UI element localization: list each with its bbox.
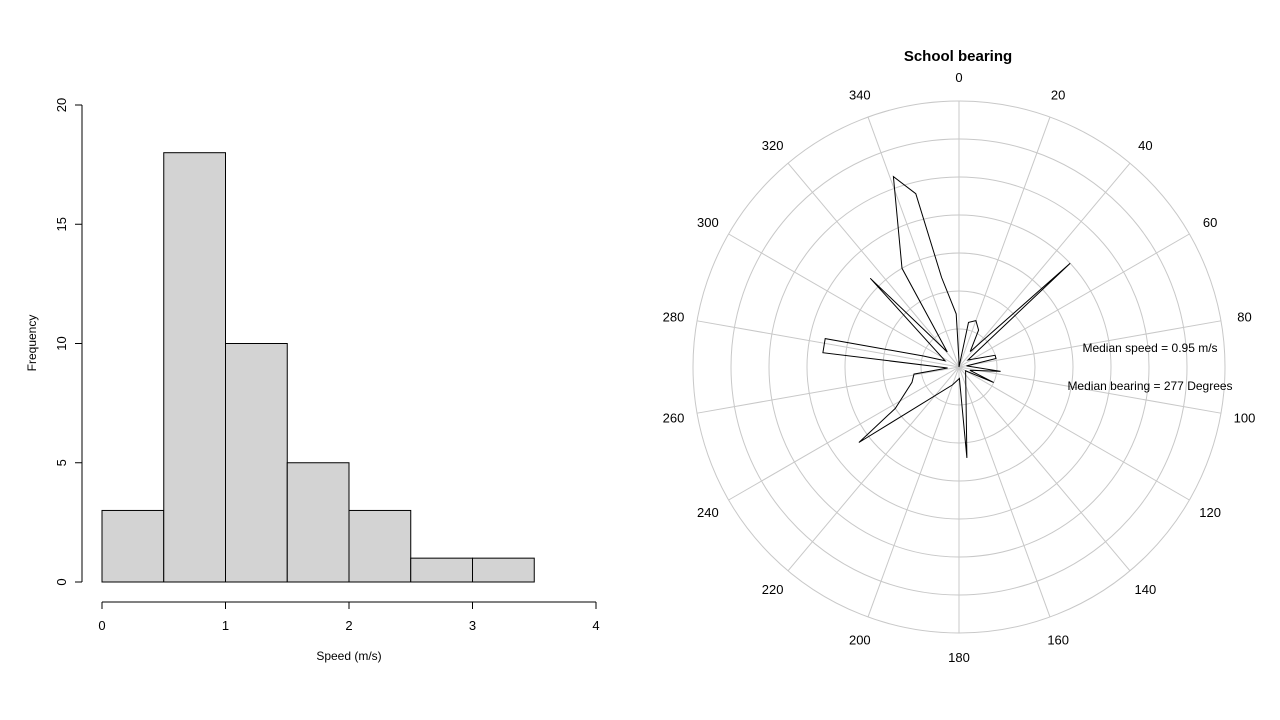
histogram-bar-1 bbox=[163, 152, 226, 583]
y-axis: 0 5 10 15 20 bbox=[54, 98, 83, 586]
bearing-polar-chart: School bearing 0 20 40 60 80 100 120 140 160 180 2… bbox=[663, 48, 1256, 665]
x-tick-label: 3 bbox=[469, 618, 476, 633]
grid-spoke bbox=[728, 366, 960, 501]
y-tick-label: 0 bbox=[54, 578, 69, 585]
angle-tick-label: 160 bbox=[1047, 632, 1069, 647]
x-tick-label: 4 bbox=[592, 618, 599, 633]
angle-tick-label: 0 bbox=[955, 70, 962, 85]
angle-tick-label: 220 bbox=[762, 582, 784, 597]
grid-spoke bbox=[958, 366, 1190, 501]
y-axis-title: Frequency bbox=[25, 315, 39, 372]
angle-tick-label: 40 bbox=[1138, 138, 1152, 153]
median-speed-annotation: Median speed = 0.95 m/s bbox=[1082, 341, 1217, 355]
x-tick-label: 0 bbox=[98, 618, 105, 633]
y-tick-label: 20 bbox=[54, 98, 69, 112]
angle-tick-label: 60 bbox=[1203, 215, 1217, 230]
grid-spoke bbox=[787, 366, 960, 572]
y-tick-label: 10 bbox=[54, 336, 69, 350]
histogram-bar-6 bbox=[472, 557, 535, 583]
histogram-bar-5 bbox=[410, 557, 473, 583]
y-tick-label: 5 bbox=[54, 459, 69, 466]
x-axis-title: Speed (m/s) bbox=[316, 649, 381, 663]
polar-grid bbox=[692, 100, 1226, 634]
angle-tick-label: 200 bbox=[849, 632, 871, 647]
angle-tick-label: 340 bbox=[849, 88, 871, 103]
angle-tick-label: 80 bbox=[1237, 310, 1251, 325]
x-tick-label: 2 bbox=[345, 618, 352, 633]
grid-spoke bbox=[958, 366, 1222, 414]
grid-spoke bbox=[958, 162, 1131, 368]
grid-spoke bbox=[696, 366, 960, 414]
angle-tick-label: 20 bbox=[1051, 88, 1065, 103]
angle-tick-label: 240 bbox=[697, 505, 719, 520]
grid-spoke bbox=[728, 233, 960, 368]
angle-tick-label: 140 bbox=[1135, 582, 1157, 597]
grid-spoke bbox=[867, 116, 960, 368]
angle-tick-label: 280 bbox=[663, 310, 685, 325]
grid-spoke bbox=[958, 366, 1131, 572]
angle-tick-label: 180 bbox=[948, 650, 970, 665]
speed-histogram: 0 1 2 3 4 0 5 10 15 20 Speed (m/s) Frequency bbox=[25, 98, 600, 663]
histogram-bar-0 bbox=[101, 509, 165, 583]
grid-spoke bbox=[787, 162, 960, 368]
grid-spoke bbox=[867, 366, 960, 618]
grid-spoke bbox=[958, 233, 1190, 368]
grid-spoke bbox=[958, 320, 1222, 368]
angle-tick-label: 300 bbox=[697, 215, 719, 230]
chart-title: School bearing bbox=[904, 48, 1012, 65]
grid-spoke bbox=[958, 366, 1051, 618]
angle-tick-label: 120 bbox=[1199, 505, 1221, 520]
histogram-bar-4 bbox=[348, 509, 412, 583]
grid-spoke bbox=[958, 116, 1051, 368]
angle-tick-label: 320 bbox=[762, 138, 784, 153]
angle-tick-labels: 0 20 40 60 80 100 120 140 160 180 200 220 240 260 280 3… bbox=[663, 70, 1256, 665]
histogram-bar-2 bbox=[225, 343, 288, 583]
histogram-bar-3 bbox=[286, 462, 350, 583]
x-axis: 0 1 2 3 4 bbox=[98, 601, 600, 633]
bearing-series-line bbox=[822, 175, 1071, 458]
x-tick-label: 1 bbox=[222, 618, 229, 633]
histogram-bars bbox=[101, 152, 535, 583]
median-bearing-annotation: Median bearing = 277 Degrees bbox=[1067, 379, 1232, 393]
angle-tick-label: 260 bbox=[663, 410, 685, 425]
grid-spoke bbox=[696, 320, 960, 368]
y-tick-label: 15 bbox=[54, 217, 69, 231]
angle-tick-label: 100 bbox=[1234, 410, 1256, 425]
